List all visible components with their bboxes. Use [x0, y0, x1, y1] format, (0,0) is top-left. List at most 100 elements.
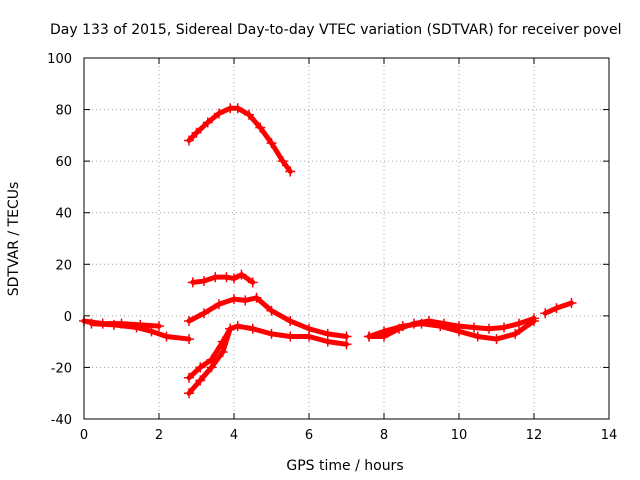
data-point — [472, 331, 483, 342]
series-line — [186, 105, 293, 174]
y-tick-label: 60 — [55, 155, 72, 170]
data-point — [195, 362, 206, 373]
data-point — [210, 272, 221, 283]
chart-title: Day 133 of 2015, Sidereal Day-to-day VTE… — [50, 22, 621, 38]
x-tick-label: 10 — [451, 428, 468, 443]
data-point — [232, 321, 243, 332]
data-point — [247, 323, 258, 334]
y-tick-label: -20 — [51, 361, 72, 376]
data-point — [454, 326, 464, 337]
data-point — [484, 323, 494, 334]
series-track-10 — [540, 297, 577, 319]
grid — [84, 58, 609, 419]
x-tick-label: 4 — [230, 428, 238, 443]
data-point — [154, 321, 164, 332]
data-point — [244, 109, 254, 120]
data-point — [277, 156, 288, 167]
y-axis-label: SDTVAR / TECUs — [6, 182, 22, 297]
data-point — [199, 308, 209, 319]
data-point — [379, 326, 389, 337]
data-point — [285, 331, 296, 342]
data-point — [184, 135, 194, 146]
data-point — [161, 331, 172, 342]
data-point — [199, 276, 209, 287]
data-point — [435, 321, 446, 332]
data-point — [469, 322, 479, 333]
x-tick-label: 14 — [601, 428, 618, 443]
x-axis-label: GPS time / hours — [286, 458, 403, 474]
data-point — [499, 322, 509, 333]
data-point — [510, 328, 521, 339]
data-point — [240, 295, 251, 306]
data-point — [225, 323, 236, 334]
series-track-2 — [86, 318, 194, 345]
x-tick-label: 2 — [155, 428, 163, 443]
data-point — [364, 331, 374, 342]
y-tick-label: 20 — [55, 258, 72, 273]
data-point — [514, 318, 524, 329]
data-point — [285, 316, 296, 327]
data-point — [187, 277, 198, 288]
series-track-4 — [187, 269, 258, 288]
data-point — [551, 303, 562, 314]
series-line — [366, 318, 537, 342]
data-point — [214, 108, 224, 119]
data-point — [322, 336, 333, 347]
x-tick-label: 8 — [380, 428, 388, 443]
y-tick-label: 100 — [47, 52, 72, 67]
data-point — [214, 299, 224, 310]
data-point — [304, 331, 314, 342]
data-point — [285, 166, 296, 177]
plot-area — [79, 103, 577, 399]
x-tick-label: 6 — [305, 428, 313, 443]
data-point — [232, 103, 243, 114]
data-point — [195, 375, 206, 386]
data-point — [109, 319, 119, 330]
data-point — [184, 372, 194, 383]
data-point — [206, 354, 217, 365]
plot-frame — [83, 57, 610, 420]
data-point — [491, 334, 502, 345]
data-point — [247, 277, 258, 288]
data-point — [229, 273, 239, 284]
y-tick-label: 80 — [55, 104, 72, 119]
data-point — [266, 305, 277, 316]
y-tick-label: -40 — [51, 413, 72, 428]
data-point — [255, 122, 266, 133]
data-point — [184, 334, 194, 345]
data-point — [229, 294, 239, 305]
series-track-7 — [184, 323, 236, 383]
y-tick-label: 40 — [55, 207, 72, 222]
series-track-3 — [184, 103, 296, 177]
data-point — [236, 269, 247, 280]
data-point — [86, 318, 97, 329]
data-point — [416, 318, 427, 329]
data-point — [221, 272, 232, 283]
data-point — [266, 328, 277, 339]
data-point — [217, 336, 228, 347]
series-line — [89, 321, 192, 342]
data-point — [146, 326, 157, 337]
series-line — [186, 323, 349, 396]
data-point — [191, 127, 202, 138]
x-tick-label: 12 — [526, 428, 543, 443]
data-point — [540, 308, 551, 319]
x-axis-ticks: 0 2 4 6 8 10 12 14 — [80, 58, 617, 443]
data-point — [202, 117, 213, 128]
data-point — [251, 292, 262, 303]
data-point — [184, 316, 194, 327]
series-track-9 — [364, 316, 539, 345]
data-point — [184, 388, 194, 399]
x-tick-label: 0 — [80, 428, 88, 443]
data-point — [131, 322, 142, 333]
data-point — [529, 316, 539, 327]
data-point — [341, 339, 352, 350]
series-track-5 — [184, 292, 352, 342]
y-axis-ticks: -40 -20 0 20 40 60 80 100 — [47, 52, 609, 428]
data-point — [397, 321, 408, 332]
y-tick-label: 0 — [64, 310, 72, 325]
data-point — [266, 138, 277, 149]
series-track-6 — [184, 321, 352, 399]
data-point — [566, 297, 577, 308]
